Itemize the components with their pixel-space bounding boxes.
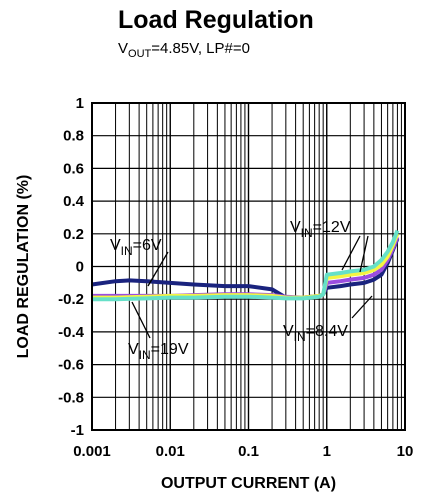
y-tick-label: 0.2: [63, 226, 84, 243]
annotation-leader: [351, 295, 373, 319]
annotation-sub: IN: [121, 244, 133, 258]
annotation-sub: IN: [139, 348, 151, 362]
y-tick-label: 0.8: [63, 128, 84, 145]
x-tick-label: 0.01: [156, 443, 185, 460]
y-tick-label: 1: [76, 95, 84, 112]
y-tick-label: -1: [71, 422, 84, 439]
tick-labels: 1 0.8 0.6 0.4 0.2 0 -0.2 -0.4 -0.6 -0.8 -1 0.001 0.0…: [58, 95, 413, 460]
y-axis-label: LOAD REGULATION (%): [15, 175, 32, 359]
y-tick-label: -0.6: [58, 357, 84, 374]
chart-title: Load Regulation: [118, 6, 314, 34]
x-tick-label: 0.001: [73, 443, 111, 460]
chart-subtitle: VOUT=4.85V, LP#=0: [118, 40, 250, 60]
y-tick-label: 0.6: [63, 160, 84, 177]
x-tick-label: 1: [323, 443, 331, 460]
grid: [91, 102, 405, 431]
x-axis-label: OUTPUT CURRENT (A): [161, 475, 336, 492]
x-tick-label: 0.1: [238, 443, 259, 460]
annotation-rest: =6V: [133, 237, 162, 254]
plot-frame: [91, 102, 406, 431]
annotation-rest: =19V: [151, 341, 189, 358]
annotation-leader: [359, 235, 369, 273]
annotation-label: VIN=8.4V: [283, 323, 348, 344]
subtitle-v: V: [118, 40, 129, 57]
annotation-rest: =8.4V: [306, 323, 349, 340]
y-tick-label: -0.8: [58, 389, 84, 406]
y-tick-label: 0.4: [63, 193, 85, 210]
y-tick-label: -0.2: [58, 291, 84, 308]
annotation-v: V: [110, 237, 121, 254]
annotation-label: VIN=19V: [128, 341, 189, 362]
annotation-v: V: [283, 323, 294, 340]
annotation-v: V: [128, 341, 139, 358]
annotation-sub: IN: [294, 330, 306, 344]
annotation-sub: IN: [301, 226, 313, 240]
annotation-leader: [341, 235, 361, 271]
y-tick-label: -0.4: [58, 324, 85, 341]
annotation-v: V: [290, 219, 301, 236]
subtitle-rest: =4.85V, LP#=0: [151, 40, 250, 57]
x-tick-label: 10: [397, 443, 414, 460]
series-line-3: [92, 229, 400, 302]
annotation-leader: [147, 251, 169, 287]
annotation-label: VIN=6V: [110, 237, 162, 258]
subtitle-sub: OUT: [128, 48, 152, 60]
annotation-label: VIN=12V: [290, 219, 351, 240]
series-group: [91, 229, 400, 302]
annotation-rest: =12V: [313, 219, 351, 236]
annotation-leader: [131, 301, 151, 339]
y-tick-label: 0: [76, 259, 84, 276]
